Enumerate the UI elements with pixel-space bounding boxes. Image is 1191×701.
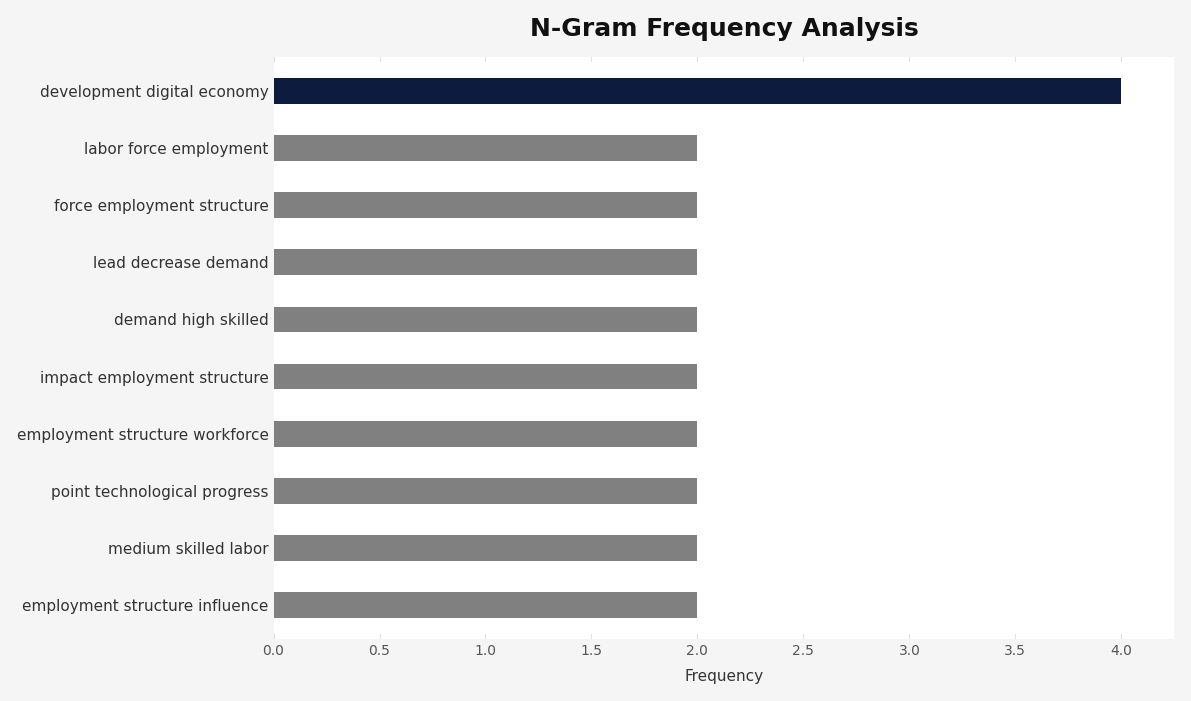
- Bar: [274, 535, 698, 561]
- Bar: [274, 78, 1122, 104]
- Bar: [274, 119, 1174, 177]
- Bar: [274, 250, 698, 275]
- Bar: [274, 192, 698, 218]
- Bar: [274, 592, 698, 618]
- Bar: [274, 421, 698, 447]
- Bar: [274, 348, 1174, 405]
- Bar: [274, 250, 698, 275]
- Title: N-Gram Frequency Analysis: N-Gram Frequency Analysis: [530, 17, 918, 41]
- Bar: [274, 478, 698, 503]
- Bar: [274, 135, 698, 161]
- Bar: [274, 576, 1174, 634]
- Bar: [274, 421, 698, 447]
- Bar: [274, 405, 1174, 462]
- Bar: [274, 233, 1174, 291]
- Bar: [274, 519, 1174, 576]
- Bar: [274, 78, 1122, 104]
- Bar: [274, 364, 698, 389]
- Bar: [274, 306, 698, 332]
- Bar: [274, 192, 698, 218]
- Bar: [274, 135, 698, 161]
- Bar: [274, 478, 698, 503]
- Bar: [274, 592, 698, 618]
- Bar: [274, 364, 698, 389]
- Bar: [274, 177, 1174, 233]
- Bar: [274, 306, 698, 332]
- X-axis label: Frequency: Frequency: [685, 669, 763, 684]
- Bar: [274, 291, 1174, 348]
- Bar: [274, 462, 1174, 519]
- Bar: [274, 535, 698, 561]
- Bar: [274, 62, 1174, 119]
